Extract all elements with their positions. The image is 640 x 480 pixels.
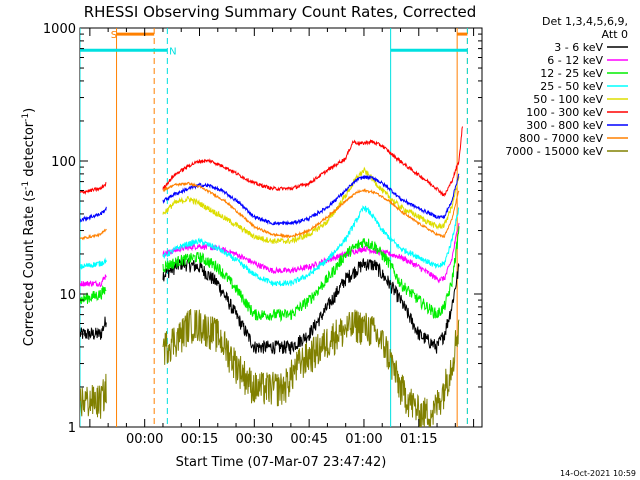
series-line-4-seg-0 <box>162 166 460 245</box>
series-line-6-seg-1 <box>162 173 460 226</box>
y-tick-label-2: 100 <box>51 155 76 170</box>
x-tick-label-0: 00:00 <box>126 432 163 447</box>
legend-label-8: 7000 - 15000 keV <box>505 145 603 158</box>
axis-layer: 1 10 100 1000 00:00 00:15 00:30 00:45 01:00 01:15 <box>43 22 482 447</box>
legend-label-3: 25 - 50 keV <box>540 80 603 93</box>
legend-label-5: 100 - 300 keV <box>526 106 603 119</box>
y-axis-label-sup1: -1 <box>21 181 31 190</box>
legend-header-line2: Att 0 <box>602 28 628 41</box>
y-tick-label-0: 1 <box>68 421 76 436</box>
y-tick-label-1: 10 <box>59 288 76 303</box>
series-line-6-seg-0 <box>80 206 107 223</box>
x-tick-label-2: 00:30 <box>236 432 273 447</box>
series-line-8-seg-1 <box>162 309 460 427</box>
x-tick-label-3: 00:45 <box>290 432 327 447</box>
x-tick-label-5: 01:15 <box>400 432 437 447</box>
series-line-5-seg-0 <box>80 181 107 195</box>
footer-date: 14-Oct-2021 10:59 <box>560 469 636 478</box>
legend-header-line1: Det 1,3,4,5,6,9, <box>542 15 628 28</box>
y-axis-label-part3: ) <box>22 108 37 113</box>
series-line-2-seg-1 <box>162 226 460 323</box>
series-line-3-seg-1 <box>162 205 460 287</box>
x-tick-label-1: 00:15 <box>181 432 218 447</box>
data-layer: SN <box>80 28 468 427</box>
chart-title: RHESSI Observing Summary Count Rates, Co… <box>84 3 477 21</box>
legend-label-4: 50 - 100 keV <box>533 93 603 106</box>
legend-label-7: 800 - 7000 keV <box>519 132 603 145</box>
plot-frame <box>79 27 483 428</box>
y-tick-label-3: 1000 <box>43 22 76 37</box>
legend-label-1: 6 - 12 keV <box>547 54 603 67</box>
y-axis-label-part2: detector <box>22 121 37 181</box>
flag-marker-1: N <box>169 46 176 57</box>
legend-label-0: 3 - 6 keV <box>554 41 603 54</box>
series-line-0-seg-1 <box>162 257 460 356</box>
flag-marker-0: S <box>111 30 117 41</box>
series-line-1-seg-0 <box>80 274 107 288</box>
x-tick-label-4: 01:00 <box>345 432 382 447</box>
series-line-5-seg-1 <box>162 126 463 198</box>
series-line-7-seg-0 <box>80 228 107 241</box>
series-line-2-seg-0 <box>80 284 107 305</box>
series-line-3-seg-0 <box>80 257 107 270</box>
y-axis-label: Corrected Count Rate (s-1 detector-1) <box>21 108 37 346</box>
y-axis-label-part1: Corrected Count Rate (s <box>22 190 37 347</box>
series-line-0-seg-0 <box>80 316 107 340</box>
series-line-7-seg-1 <box>162 181 460 239</box>
x-axis-label: Start Time (07-Mar-07 23:47:42) <box>176 455 387 470</box>
y-axis-label-sup2: -1 <box>21 113 31 122</box>
legend-label-6: 300 - 800 keV <box>526 119 603 132</box>
legend-label-2: 12 - 25 keV <box>540 67 603 80</box>
series-line-8-seg-0 <box>80 373 107 419</box>
